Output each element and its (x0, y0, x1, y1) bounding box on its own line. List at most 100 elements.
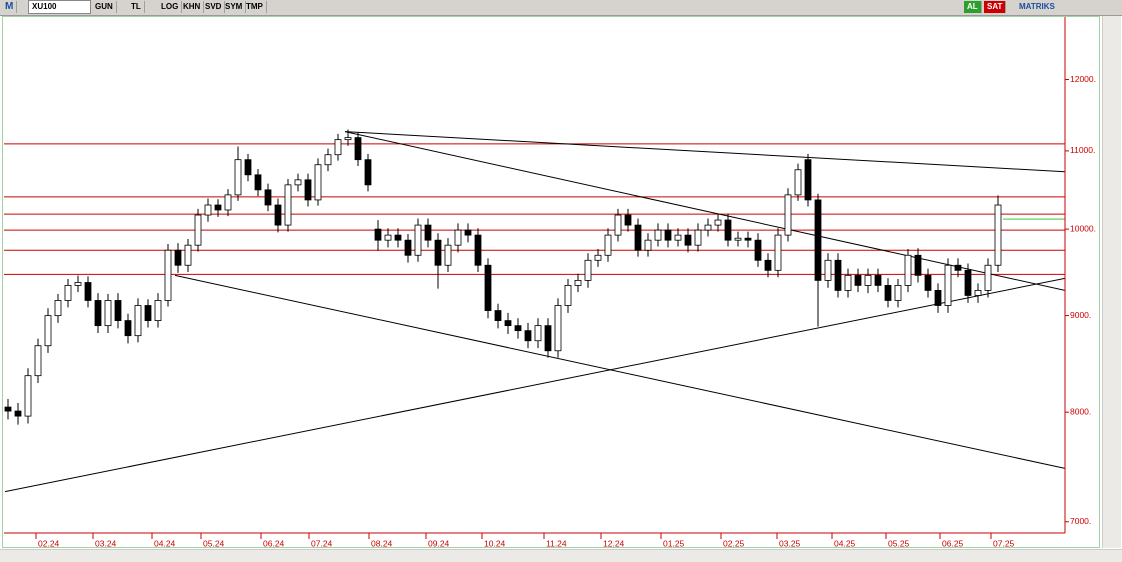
candle-body (54, 300, 62, 317)
x-tick-label: 03.24 (95, 538, 117, 548)
brand: MATRIKS (1019, 2, 1055, 11)
candle-body (504, 320, 512, 327)
candle-body (994, 204, 1002, 266)
candle-body (864, 274, 872, 286)
candle-body (314, 164, 322, 201)
candle-body (284, 184, 292, 226)
x-tick-label: 03.25 (779, 538, 801, 548)
candle-body (574, 279, 582, 286)
candle-body (664, 229, 672, 241)
candle-body (14, 410, 22, 417)
x-tick-label: 06.24 (263, 538, 285, 548)
candle-body (814, 199, 822, 281)
candle-body (884, 284, 892, 301)
candle-body (174, 249, 182, 266)
candle-body (954, 264, 962, 271)
y-tick-label: 7000. (1070, 516, 1091, 526)
candle-body (924, 274, 932, 291)
candle-body (784, 194, 792, 236)
x-tick-label: 02.24 (38, 538, 60, 548)
toolbar-button[interactable]: LOG (158, 1, 183, 13)
candle-body (434, 239, 442, 266)
candle-body (484, 264, 492, 311)
vertical-scrollbar[interactable] (1102, 16, 1121, 548)
candle-body (424, 224, 432, 241)
candle-body (584, 259, 592, 281)
candle-body (724, 219, 732, 241)
chart-frame (2, 16, 1100, 548)
candle-body (144, 305, 152, 321)
candle-body (964, 269, 972, 296)
candle-body (304, 179, 312, 201)
candle-body (974, 290, 982, 296)
toolbar-button[interactable]: SVD (202, 1, 226, 13)
toolbar-button[interactable]: KHN (180, 1, 205, 13)
y-tick-label: 10000. (1070, 223, 1096, 233)
candle-body (104, 300, 112, 327)
trend-line (174, 274, 1065, 469)
x-tick-label: 12.24 (603, 538, 625, 548)
candle-body (324, 154, 332, 166)
candle-body (74, 282, 82, 286)
plot-area (4, 129, 1065, 493)
buy-button[interactable]: AL (964, 1, 982, 13)
x-tick-label: 04.24 (154, 538, 176, 548)
candle-body (404, 239, 412, 256)
toolbar-button[interactable]: TMP (243, 1, 267, 13)
sell-button[interactable]: SAT (984, 1, 1007, 13)
candle-body (164, 249, 172, 301)
candle-body (394, 234, 402, 241)
x-tick-label: 09.24 (428, 538, 450, 548)
candle-body (154, 300, 162, 321)
candle-body (494, 310, 502, 321)
candle-body (914, 254, 922, 276)
candle-body (474, 234, 482, 266)
toolbar-button[interactable]: TL (128, 1, 145, 13)
candle-body (594, 254, 602, 261)
candle-body (64, 284, 72, 301)
horizontal-scrollbar[interactable] (0, 549, 1122, 562)
x-tick-label: 06.25 (942, 538, 964, 548)
x-tick-label: 02.25 (723, 538, 745, 548)
candle-body (114, 300, 122, 321)
symbol-box[interactable]: XU100 (28, 0, 91, 14)
x-tick-label: 01.25 (663, 538, 685, 548)
toolbar-button[interactable]: GUN (92, 1, 117, 13)
candle-body (634, 224, 642, 251)
candle-body (694, 229, 702, 246)
candle-body (544, 325, 552, 352)
candle-body (464, 229, 472, 236)
x-tick-label: 07.24 (311, 538, 333, 548)
candle-body (414, 224, 422, 256)
candle-body (254, 174, 262, 191)
trend-line (4, 277, 1065, 493)
toolbar-button[interactable]: SYM (222, 1, 247, 13)
logo: M (2, 1, 18, 13)
toolbar: M XU100 GUN TL LOG KHN SVD SYM TMP AL SA… (0, 0, 1122, 16)
y-tick-label: 12000. (1070, 74, 1096, 84)
candle-body (844, 274, 852, 291)
candle-body (274, 204, 282, 226)
candle-body (454, 229, 462, 246)
x-tick-label: 07.25 (993, 538, 1015, 548)
candle-body (204, 204, 212, 216)
x-tick-label: 04.25 (834, 538, 856, 548)
candle-body (804, 159, 812, 201)
candle-body (794, 169, 802, 196)
candle-body (894, 284, 902, 301)
candle-body (514, 325, 522, 332)
candle-body (84, 282, 92, 301)
candle-body (714, 219, 722, 226)
candle-body (214, 204, 222, 211)
candle-body (764, 259, 772, 271)
candle-body (264, 189, 272, 206)
x-tick-label: 05.24 (203, 538, 225, 548)
candle-body (624, 214, 632, 226)
y-tick-label: 11000. (1070, 145, 1095, 155)
candle-body (834, 259, 842, 291)
candle-body (644, 239, 652, 251)
candle-body (674, 234, 682, 241)
candle-body (774, 234, 782, 271)
x-tick-label: 10.24 (484, 538, 506, 548)
